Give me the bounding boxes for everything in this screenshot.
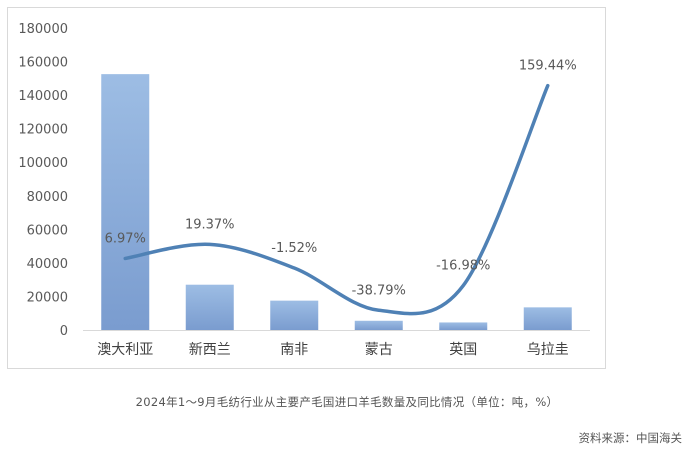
y-tick-label: 100000 (18, 156, 68, 171)
bar (439, 322, 488, 330)
line-data-label: 6.97% (105, 231, 146, 246)
bar (101, 74, 150, 330)
y-tick-label: 40000 (27, 257, 68, 272)
line-data-label: 159.44% (519, 59, 577, 74)
x-category-label: 蒙古 (365, 342, 393, 358)
y-tick-label: 60000 (27, 223, 68, 238)
line-data-label: -1.52% (271, 241, 317, 256)
bar (354, 320, 403, 330)
bar (270, 300, 319, 330)
x-category-label: 澳大利亚 (97, 342, 153, 358)
x-category-label: 乌拉圭 (527, 342, 569, 358)
y-tick-label: 180000 (18, 22, 68, 37)
y-tick-label: 0 (60, 324, 68, 339)
y-tick-label: 20000 (27, 290, 68, 305)
y-tick-label: 80000 (27, 190, 68, 205)
chart-frame: 0 20000 40000 60000 80000 100000 120000 140000 1… (7, 7, 606, 369)
line-data-label: -38.79% (352, 283, 406, 298)
y-tick-label: 120000 (18, 123, 68, 138)
source-note: 资料来源：中国海关 (578, 431, 683, 445)
yoy-growth-line (123, 83, 550, 316)
chart-svg: 0 20000 40000 60000 80000 100000 120000 140000 1… (18, 22, 590, 358)
y-tick-label: 160000 (18, 56, 68, 71)
line-data-label: -16.98% (436, 259, 490, 274)
y-tick-label: 140000 (18, 89, 68, 104)
bar (523, 307, 572, 330)
chart-caption: 2024年1～9月毛纺行业从主要产毛国进口羊毛数量及同比情况（单位：吨，%） (135, 395, 559, 409)
bar (185, 284, 234, 330)
line-data-label: 19.37% (185, 217, 235, 232)
x-category-label: 南非 (280, 342, 308, 358)
x-category-label: 英国 (449, 341, 477, 358)
x-category-label: 新西兰 (189, 342, 231, 358)
